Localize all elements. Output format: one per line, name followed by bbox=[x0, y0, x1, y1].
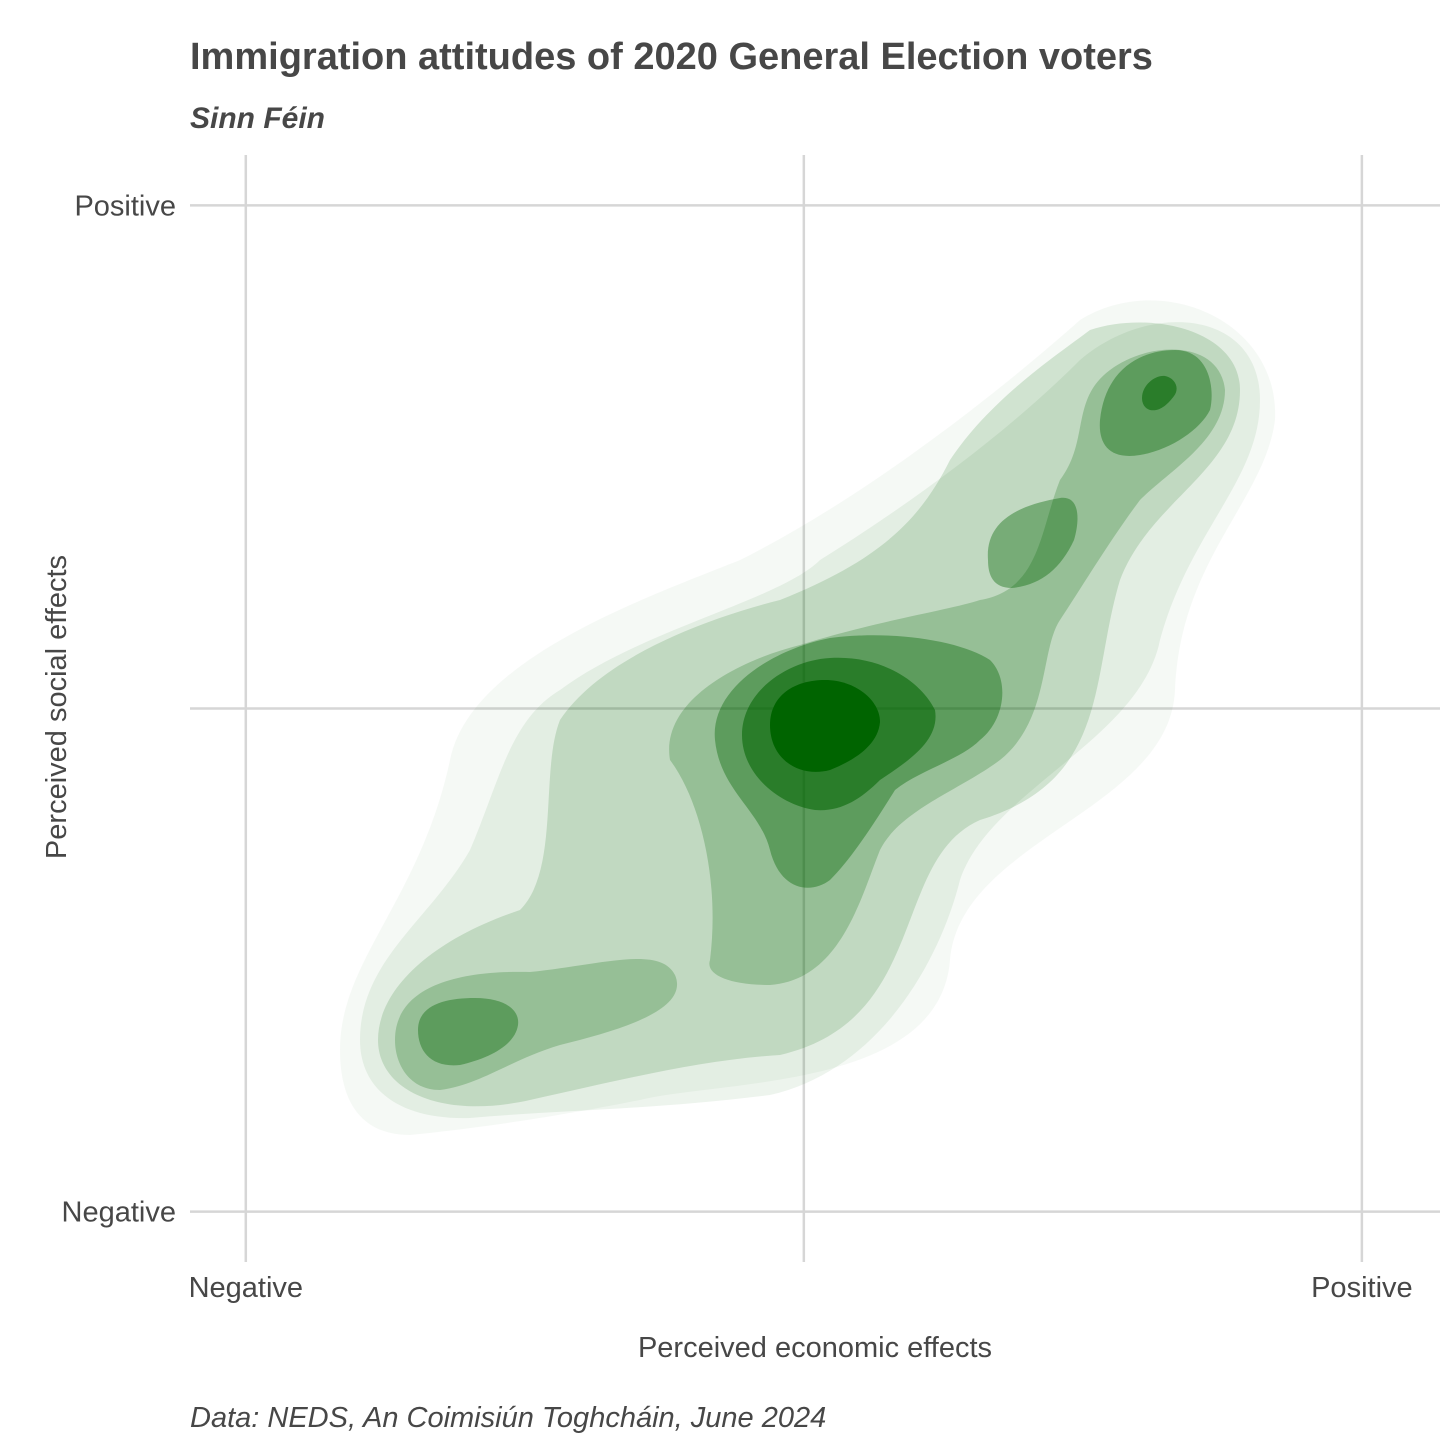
y-tick-label: Negative bbox=[62, 1197, 176, 1229]
y-axis-label: Perceived social effects bbox=[41, 555, 73, 859]
grid-layer bbox=[190, 155, 1440, 1262]
chart-title: Immigration attitudes of 2020 General El… bbox=[190, 36, 1153, 78]
x-tick-label: Negative bbox=[189, 1272, 303, 1304]
x-axis-label: Perceived economic effects bbox=[638, 1332, 992, 1364]
density-contour bbox=[987, 497, 1078, 588]
tick-layer: Negative Positive Negative Positive bbox=[62, 190, 1413, 1304]
y-tick-label: Positive bbox=[74, 190, 176, 222]
density-layer bbox=[340, 300, 1276, 1135]
x-tick-label: Positive bbox=[1311, 1272, 1413, 1304]
density-contour bbox=[669, 349, 1225, 985]
density-contour bbox=[418, 998, 519, 1066]
density-contour bbox=[770, 680, 880, 772]
chart-caption: Data: NEDS, An Coimisiún Toghcháin, June… bbox=[190, 1402, 827, 1434]
chart-subtitle: Sinn Féin bbox=[190, 102, 325, 135]
density-contour bbox=[1142, 375, 1177, 411]
density-contour bbox=[395, 958, 678, 1090]
